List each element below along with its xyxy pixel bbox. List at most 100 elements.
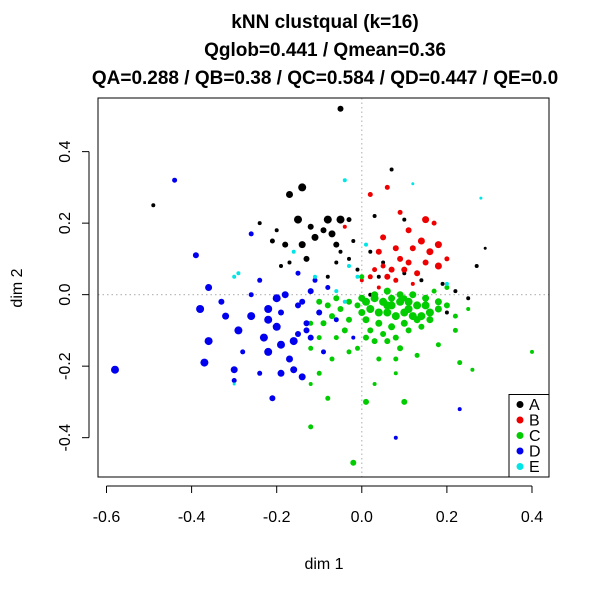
point-series-b bbox=[434, 241, 442, 249]
point-series-d bbox=[247, 312, 256, 321]
point-series-b bbox=[397, 255, 404, 262]
point-series-b bbox=[367, 192, 373, 197]
x-tick-label: 0.2 bbox=[436, 509, 458, 526]
point-series-c bbox=[325, 395, 331, 401]
point-series-d bbox=[218, 298, 225, 305]
point-series-c bbox=[421, 301, 430, 310]
point-series-d bbox=[303, 327, 310, 334]
point-series-b bbox=[414, 270, 421, 277]
point-series-d bbox=[248, 292, 254, 298]
point-series-c bbox=[530, 349, 534, 354]
point-series-c bbox=[397, 345, 404, 352]
point-series-c bbox=[374, 308, 383, 317]
point-series-d bbox=[257, 277, 263, 283]
point-series-c bbox=[329, 356, 335, 362]
point-series-c bbox=[376, 356, 382, 362]
point-series-d bbox=[192, 252, 199, 259]
point-series-c bbox=[470, 367, 475, 372]
point-series-c bbox=[401, 295, 408, 302]
point-series-c bbox=[371, 338, 378, 345]
legend-label-a: A bbox=[529, 397, 540, 414]
point-series-d bbox=[298, 373, 306, 381]
point-series-a bbox=[368, 249, 373, 254]
point-series-c bbox=[316, 298, 323, 305]
point-series-a bbox=[346, 217, 352, 223]
x-tick-label: -0.6 bbox=[93, 509, 121, 526]
point-series-c bbox=[363, 398, 369, 405]
point-series-a bbox=[323, 215, 332, 224]
point-series-c bbox=[452, 313, 458, 319]
point-series-b bbox=[375, 248, 382, 255]
point-series-c bbox=[400, 319, 408, 327]
point-series-c bbox=[452, 327, 458, 333]
point-series-c bbox=[359, 274, 365, 280]
point-series-c bbox=[329, 313, 335, 320]
point-series-c bbox=[391, 312, 400, 321]
point-series-c bbox=[434, 305, 442, 313]
y-axis: -0.4 -0.2 0.0 0.2 0.4 bbox=[57, 140, 90, 451]
point-series-a bbox=[338, 249, 343, 254]
point-series-c bbox=[414, 352, 420, 358]
point-series-e bbox=[355, 274, 360, 279]
point-series-a bbox=[483, 246, 487, 250]
legend-marker-b bbox=[516, 416, 524, 424]
point-series-b bbox=[397, 209, 403, 215]
point-series-c bbox=[308, 320, 314, 326]
point-series-c bbox=[337, 306, 344, 312]
point-series-a bbox=[466, 296, 471, 301]
point-series-d bbox=[222, 312, 230, 320]
point-series-c bbox=[466, 307, 471, 311]
point-series-d bbox=[281, 291, 289, 299]
point-series-b bbox=[405, 227, 412, 234]
y-tick-label: 0.0 bbox=[57, 283, 74, 305]
point-series-a bbox=[269, 238, 275, 244]
point-series-b bbox=[401, 266, 408, 273]
point-series-c bbox=[383, 287, 391, 295]
x-tick-label: -0.4 bbox=[178, 509, 206, 526]
point-series-c bbox=[341, 327, 348, 334]
point-series-d bbox=[316, 309, 323, 316]
y-tick-label: 0.2 bbox=[57, 212, 74, 234]
point-series-d bbox=[307, 334, 314, 341]
legend-marker-c bbox=[516, 432, 524, 439]
point-series-a bbox=[328, 230, 336, 238]
point-series-c bbox=[375, 319, 383, 327]
point-series-d bbox=[351, 335, 356, 340]
point-series-d bbox=[286, 355, 293, 363]
point-series-c bbox=[383, 301, 392, 310]
point-series-a bbox=[376, 274, 381, 279]
point-series-d bbox=[111, 365, 119, 374]
point-series-b bbox=[359, 278, 364, 283]
point-series-e bbox=[342, 178, 347, 183]
chart-subtitle-quality: QA=0.288 / QB=0.38 / QC=0.584 / QD=0.447… bbox=[92, 68, 558, 89]
reference-lines bbox=[98, 98, 549, 477]
point-series-b bbox=[426, 248, 434, 256]
point-series-c bbox=[333, 295, 340, 302]
x-tick-label: -0.2 bbox=[263, 509, 291, 526]
point-series-c bbox=[355, 345, 360, 351]
point-series-d bbox=[240, 349, 246, 355]
x-tick-label: 0.4 bbox=[521, 509, 543, 526]
point-series-c bbox=[444, 285, 450, 290]
legend-label-d: D bbox=[529, 444, 541, 461]
point-series-c bbox=[346, 316, 352, 323]
point-series-b bbox=[417, 237, 425, 245]
point-series-a bbox=[303, 255, 310, 262]
point-series-a bbox=[351, 239, 356, 243]
point-series-c bbox=[316, 370, 322, 376]
point-series-d bbox=[264, 347, 273, 356]
point-series-c bbox=[434, 298, 442, 306]
point-series-d bbox=[272, 322, 281, 331]
point-series-a bbox=[151, 203, 156, 208]
point-series-a bbox=[440, 281, 445, 286]
point-series-e bbox=[444, 281, 449, 286]
point-series-d bbox=[234, 326, 243, 335]
point-series-d bbox=[200, 358, 209, 367]
point-series-a bbox=[286, 191, 293, 198]
point-series-c bbox=[388, 294, 396, 302]
point-series-c bbox=[388, 323, 396, 331]
point-series-d bbox=[325, 285, 331, 290]
point-series-d bbox=[259, 333, 268, 342]
